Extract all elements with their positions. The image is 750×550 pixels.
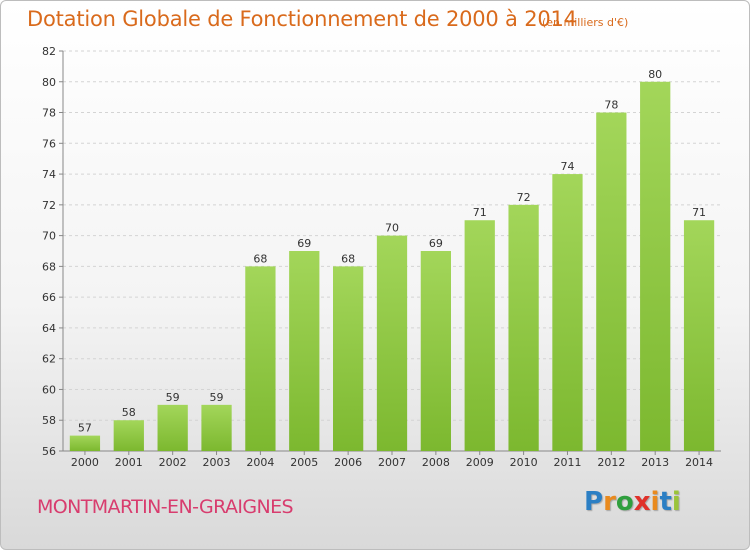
chart-subtitle: (en milliers d'€) [542,16,629,29]
y-tick-label: 66 [42,291,56,304]
bar-2000 [69,435,101,451]
y-tick-label: 82 [42,45,56,58]
bars [69,81,715,452]
y-tick-label: 56 [42,445,56,458]
x-tick-label: 2004 [246,456,274,469]
bar-2013 [640,81,671,452]
y-tick-label: 62 [42,353,56,366]
bar-2014 [683,220,715,451]
y-tick-label: 78 [42,107,56,120]
x-tick-label: 2005 [290,456,318,469]
x-tick-label: 2001 [115,456,143,469]
y-tick-label: 70 [42,230,56,243]
data-label: 71 [692,206,706,219]
bar-2009 [464,220,495,451]
x-tick-label: 2014 [685,456,713,469]
logo-letter: o [615,487,634,517]
data-label: 57 [78,422,92,435]
x-tick-labels: 2000 2001 2002 2003 2004 2005 2006 2007 2008 2009… [71,456,713,469]
x-tick-label: 2011 [553,456,581,469]
bar-2004 [245,266,276,451]
y-tick-label: 76 [42,137,56,150]
commune-name: MONTMARTIN-EN-GRAIGNES [37,496,294,518]
x-tick-label: 2000 [71,456,99,469]
y-tick-label: 58 [42,414,56,427]
x-tick-label: 2006 [334,456,362,469]
logo-letter: x [633,487,651,517]
y-tick-label: 68 [42,260,56,273]
bar-2006 [332,266,364,451]
bar-2001 [113,420,144,451]
bar-2007 [376,235,408,451]
y-tick-label: 74 [42,168,56,181]
data-label: 78 [604,99,618,112]
x-tick-label: 2009 [466,456,494,469]
data-label: 69 [297,237,311,250]
data-label: 59 [166,391,180,404]
bar-2012 [596,112,627,452]
x-tick-label: 2012 [597,456,625,469]
x-tick-label: 2007 [378,456,406,469]
data-labels: 57 58 59 59 68 69 68 70 69 71 72 74 78 80 71 [78,68,706,435]
y-tick-label: 80 [42,76,56,89]
data-label: 69 [429,237,443,250]
bar-2011 [552,174,583,452]
data-label: 80 [648,68,662,81]
bar-2003 [201,404,232,451]
logo-letter: P [584,487,604,517]
bar-2010 [508,204,539,451]
data-label: 71 [473,206,487,219]
bar-2005 [289,251,320,451]
x-tick-label: 2003 [203,456,231,469]
logo-letter: r [603,487,616,517]
x-tick-label: 2008 [422,456,450,469]
proxiti-logo: Proxiti [584,487,681,517]
data-label: 59 [210,391,224,404]
y-tick-label: 60 [42,383,56,396]
logo-letter: t [659,487,672,517]
y-tick-label: 64 [42,322,56,335]
y-tick-label: 72 [42,199,56,212]
bar-2002 [157,404,188,451]
logo-letter: i [671,487,681,517]
x-tick-label: 2013 [641,456,669,469]
data-label: 70 [385,222,399,235]
data-label: 58 [122,406,136,419]
data-label: 74 [560,160,574,173]
chart-title: Dotation Globale de Fonctionnement de 20… [27,7,577,31]
logo-letter: i [650,487,660,517]
x-tick-label: 2010 [510,456,538,469]
data-label: 68 [341,252,355,265]
data-label: 72 [517,191,531,204]
x-tick-label: 2002 [159,456,187,469]
y-tick-labels: 56 58 60 62 64 66 68 70 72 74 76 78 80 82 [42,45,56,458]
bar-2008 [420,251,452,451]
data-label: 68 [253,252,267,265]
